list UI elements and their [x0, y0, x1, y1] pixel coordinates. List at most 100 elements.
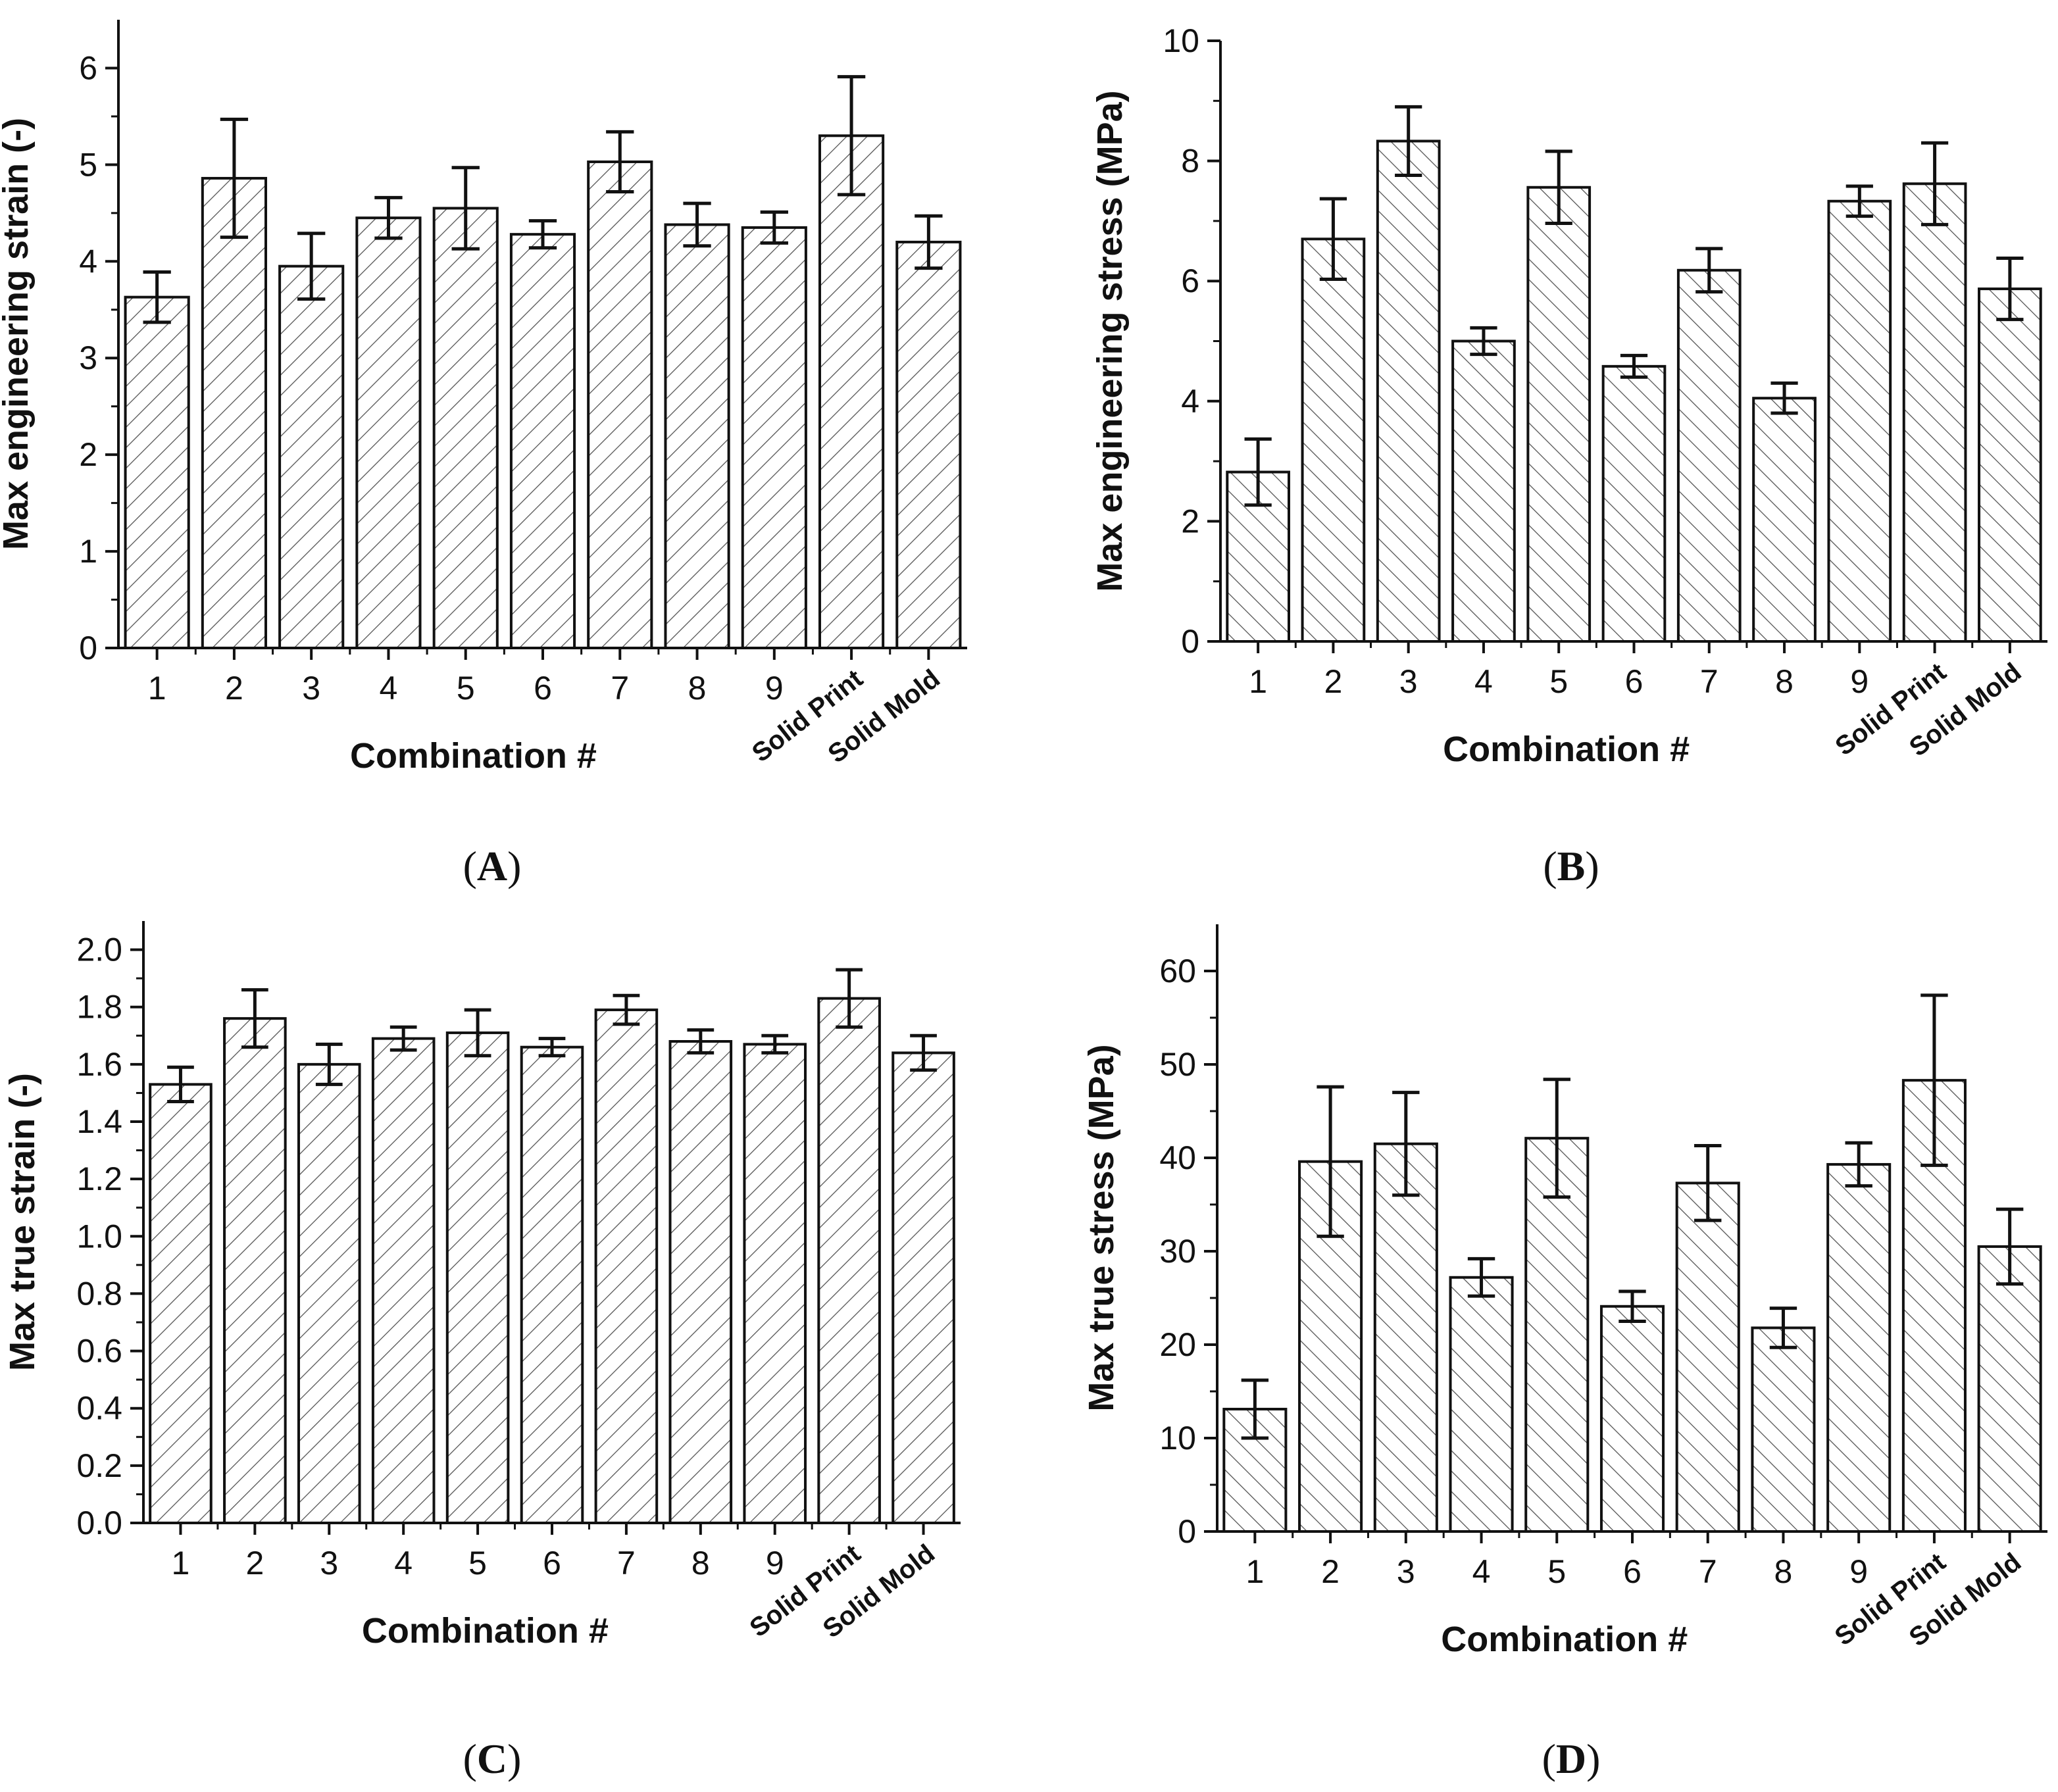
panel-label: (C): [463, 1735, 522, 1782]
y-tick-label: 30: [1159, 1233, 1196, 1270]
y-axis-title: Max engineering stress (MPa): [1090, 90, 1130, 591]
bar-5: [445, 1031, 510, 1524]
error-bar-solid-mold: [910, 1033, 937, 1072]
error-bar-solid-mold: [1995, 1207, 2024, 1286]
x-tick-label: 2: [245, 1545, 264, 1581]
error-bar-solid-print: [836, 968, 863, 1029]
error-bar-2: [1317, 1085, 1344, 1238]
error-bar-2: [1319, 197, 1347, 281]
y-tick-label: 1.8: [76, 989, 122, 1026]
y-tick-label: 2: [1181, 503, 1199, 539]
error-bar-8: [687, 1028, 715, 1055]
x-tick-label: 5: [1549, 663, 1568, 700]
x-tick-label: 3: [1399, 663, 1418, 700]
y-tick-label: 10: [1163, 22, 1199, 59]
y-tick-label: 0.0: [76, 1505, 122, 1541]
y-axis-title: Max engineering strain (-): [0, 118, 36, 550]
x-tick-label: 1: [172, 1545, 190, 1581]
error-bar-9: [1845, 184, 1873, 218]
y-tick-label: 1.4: [76, 1103, 122, 1140]
error-bar-7: [1695, 247, 1723, 294]
bar-4: [1449, 1276, 1514, 1533]
bar-9: [1826, 1162, 1892, 1533]
bar-9: [743, 1043, 807, 1525]
error-bar-1: [167, 1065, 194, 1103]
bar-2: [1301, 237, 1366, 643]
error-bar-4: [1470, 326, 1497, 357]
x-tick-label: 1: [1245, 1553, 1264, 1590]
x-tick-label: 2: [225, 670, 243, 707]
x-tick-label: 7: [611, 670, 629, 707]
y-tick-label: 0: [1178, 1513, 1196, 1550]
y-tick-label: 8: [1181, 143, 1199, 180]
bar-5: [432, 207, 499, 649]
error-bar-3: [1392, 1091, 1420, 1197]
x-tick-label: 4: [394, 1545, 413, 1581]
y-tick-label: 6: [1181, 262, 1199, 299]
error-bar-8: [1769, 1307, 1797, 1349]
x-tick-label: 5: [457, 670, 475, 707]
x-axis-title: Combination #: [350, 736, 597, 776]
x-axis-title: Combination #: [362, 1611, 609, 1651]
bar-3: [1376, 139, 1441, 643]
y-tick-label: 6: [79, 49, 97, 86]
x-tick-label: 7: [1700, 663, 1719, 700]
bar-6: [1601, 364, 1667, 643]
y-tick-label: 3: [79, 339, 97, 376]
bar-1: [149, 1083, 213, 1525]
error-bar-1: [1244, 437, 1272, 507]
x-tick-label: 1: [148, 670, 166, 707]
error-bar-5: [1545, 149, 1572, 226]
x-tick-label: 5: [1547, 1553, 1566, 1590]
error-bar-solid-print: [1920, 141, 1949, 226]
bar-7: [587, 160, 653, 649]
y-tick-label: 40: [1159, 1139, 1196, 1176]
x-tick-label: 2: [1321, 1553, 1340, 1590]
error-bar-3: [315, 1042, 343, 1086]
x-tick-label: 9: [766, 1545, 784, 1581]
x-tick-label: 9: [765, 670, 784, 707]
y-tick-label: 0.4: [76, 1390, 122, 1427]
error-bar-3: [297, 232, 326, 301]
y-tick-label: 0.6: [76, 1333, 122, 1370]
error-bar-6: [1619, 1289, 1646, 1323]
bar-solid-mold: [891, 1051, 955, 1524]
bar-4: [371, 1037, 436, 1524]
y-axis-title: Max true strain (-): [3, 1073, 42, 1371]
x-tick-label: 6: [1623, 1553, 1642, 1590]
x-tick-label: 1: [1249, 663, 1267, 700]
bar-3: [278, 264, 345, 649]
x-tick-label: 8: [1775, 663, 1794, 700]
bar-6: [520, 1045, 584, 1524]
panel-label: (A): [463, 843, 522, 889]
error-bar-8: [683, 201, 711, 248]
x-tick-label: 3: [302, 670, 320, 707]
y-tick-label: 1.0: [76, 1218, 122, 1255]
error-bar-3: [1395, 105, 1422, 178]
y-tick-label: 0.2: [76, 1447, 122, 1484]
bar-2: [201, 176, 267, 649]
error-bar-7: [1694, 1144, 1722, 1222]
bar-9: [1827, 199, 1892, 643]
bar-4: [355, 216, 422, 649]
x-tick-label: 9: [1849, 1553, 1868, 1590]
x-tick-label: 2: [1324, 663, 1343, 700]
bar-4: [1451, 339, 1516, 643]
bar-7: [594, 1008, 659, 1524]
x-tick-label: 4: [1474, 663, 1493, 700]
y-tick-label: 2.0: [76, 932, 122, 968]
panel-label: (D): [1542, 1735, 1601, 1782]
error-bar-2: [241, 988, 268, 1049]
y-tick-label: 4: [79, 243, 97, 280]
error-bar-5: [1543, 1078, 1570, 1199]
bar-7: [1675, 1182, 1740, 1533]
panel-label: (B): [1543, 843, 1599, 889]
x-tick-label: 8: [688, 670, 707, 707]
x-axis-title: Combination #: [1441, 1620, 1688, 1659]
y-tick-label: 20: [1159, 1326, 1196, 1363]
error-bar-8: [1770, 381, 1798, 415]
